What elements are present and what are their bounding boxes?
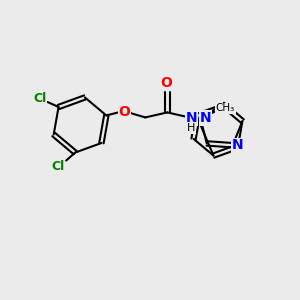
Text: Cl: Cl <box>33 92 46 104</box>
Text: N: N <box>232 138 244 152</box>
Text: H: H <box>187 123 196 134</box>
Text: N: N <box>200 111 211 125</box>
Text: Cl: Cl <box>52 160 65 173</box>
Text: CH₃: CH₃ <box>216 103 235 113</box>
Text: N: N <box>185 111 197 125</box>
Text: O: O <box>118 105 130 119</box>
Text: O: O <box>160 76 172 90</box>
